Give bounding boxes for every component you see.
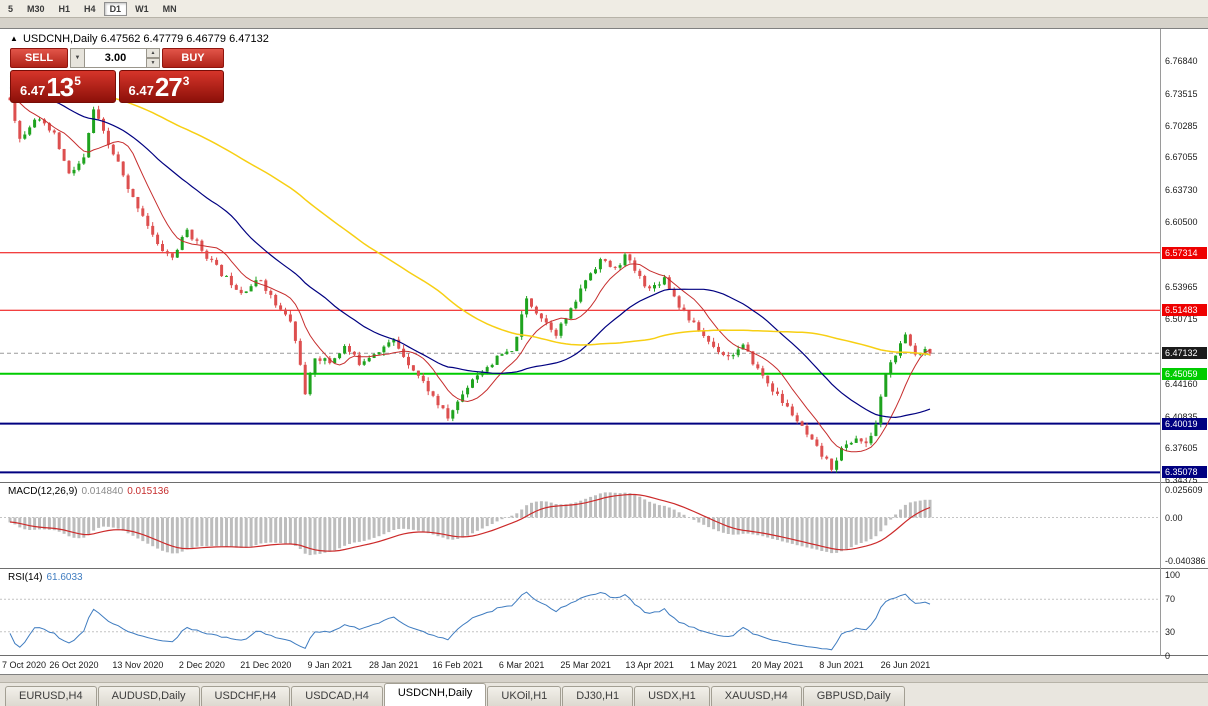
chart-tab-usdchf-h4[interactable]: USDCHF,H4 xyxy=(200,686,291,706)
volume-increase-icon[interactable]: ▲ xyxy=(147,48,160,58)
buy-button[interactable]: BUY xyxy=(162,48,224,68)
volume-stepper: ▲ ▼ xyxy=(147,48,160,68)
period-button-group: 5 M30 H1 H4 D1 W1 MN xyxy=(2,1,185,16)
volume-dropdown-icon[interactable]: ▼ xyxy=(70,48,85,68)
volume-decrease-icon[interactable]: ▼ xyxy=(147,58,160,68)
ohlc-values: 6.47562 6.47779 6.46779 6.47132 xyxy=(100,33,269,45)
bid-pips: 13 xyxy=(46,72,74,102)
chart-tab-dj30-h1[interactable]: DJ30,H1 xyxy=(562,686,634,706)
macd-main-value: 0.014840 xyxy=(81,486,124,497)
timeframe-button-w1[interactable]: W1 xyxy=(135,3,149,14)
ask-point: 3 xyxy=(182,74,190,88)
timeframe-button-d1[interactable]: D1 xyxy=(103,1,128,16)
ask-prefix: 6.47 xyxy=(128,83,154,98)
bid-prefix: 6.47 xyxy=(20,83,46,98)
chart-window: 6.76840 6.73515 6.70285 6.67055 6.63730 6.605… xyxy=(0,28,1208,675)
chart-tab-usdx-h1[interactable]: USDX,H1 xyxy=(634,686,710,706)
volume-input[interactable] xyxy=(85,48,147,68)
chart-tab-usdcad-h4[interactable]: USDCAD,H4 xyxy=(291,686,383,706)
volume-control: ▼ ▲ ▼ xyxy=(70,48,160,68)
ask-price-display[interactable]: 6.47 27 3 xyxy=(118,70,224,103)
chart-tab-ukoil-h1[interactable]: UKOil,H1 xyxy=(487,686,562,706)
timeframe-button-m30[interactable]: M30 xyxy=(27,3,45,14)
bid-point: 5 xyxy=(74,74,81,88)
timeframe-toolbar: 5 M30 H1 H4 D1 W1 MN xyxy=(0,0,1208,18)
collapse-marker-icon: ▲ xyxy=(10,34,18,43)
timeframe-button-h4[interactable]: H4 xyxy=(84,3,96,14)
chart-tab-audusd-daily[interactable]: AUDUSD,Daily xyxy=(97,686,200,706)
price-chart[interactable] xyxy=(0,29,1208,676)
symbol-period-label: USDCNH,Daily xyxy=(22,33,98,45)
chart-tab-bar: EURUSD,H4 AUDUSD,Daily USDCHF,H4 USDCAD,H4 U… xyxy=(0,682,1208,706)
macd-indicator-label: MACD(12,26,9) 0.014840 0.015136 xyxy=(8,486,169,497)
chart-ohlc-header: ▲ USDCNH,Daily 6.47562 6.47779 6.46779 6… xyxy=(10,33,269,45)
chart-tab-gbpusd-daily[interactable]: GBPUSD,Daily xyxy=(802,686,905,706)
timeframe-button-h1[interactable]: H1 xyxy=(58,3,71,14)
chart-tab-xauusd-h4[interactable]: XAUUSD,H4 xyxy=(710,686,802,706)
rsi-value: 61.6033 xyxy=(46,572,83,583)
rsi-indicator-label: RSI(14) 61.6033 xyxy=(8,572,83,583)
chart-tab-usdcnh-daily[interactable]: USDCNH,Daily xyxy=(383,683,487,706)
bid-price-display[interactable]: 6.47 13 5 xyxy=(10,70,116,103)
chart-tab-eurusd-h4[interactable]: EURUSD,H4 xyxy=(5,686,97,706)
macd-signal-value: 0.015136 xyxy=(127,486,169,497)
sell-button[interactable]: SELL xyxy=(10,48,68,68)
timeframe-button-5[interactable]: 5 xyxy=(8,3,14,14)
ask-pips: 27 xyxy=(154,72,183,102)
one-click-trading-panel: SELL ▼ ▲ ▼ BUY 6.47 13 5 6 xyxy=(10,48,224,103)
timeframe-button-mn[interactable]: MN xyxy=(162,3,177,14)
